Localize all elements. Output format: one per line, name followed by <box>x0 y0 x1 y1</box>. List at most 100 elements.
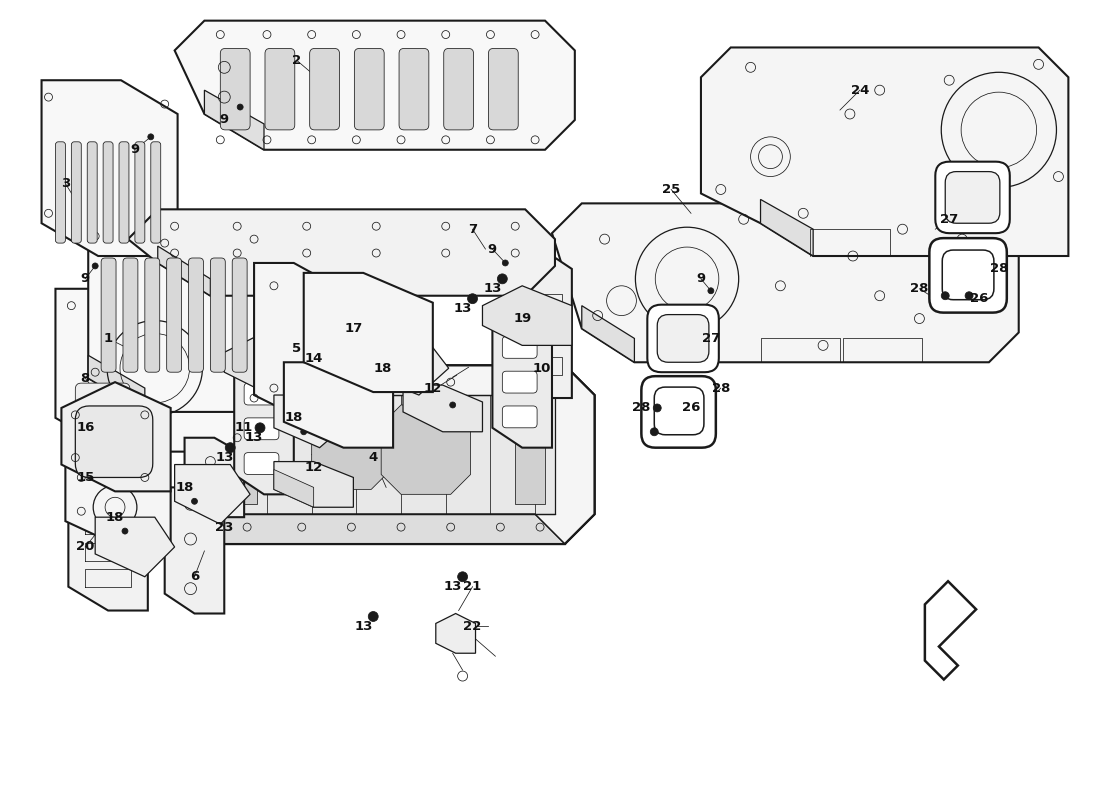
FancyBboxPatch shape <box>123 258 138 372</box>
FancyBboxPatch shape <box>930 238 1007 313</box>
FancyBboxPatch shape <box>75 383 130 428</box>
FancyBboxPatch shape <box>244 453 279 474</box>
Polygon shape <box>582 306 635 362</box>
FancyBboxPatch shape <box>943 250 994 300</box>
Polygon shape <box>128 210 556 296</box>
Polygon shape <box>274 395 350 448</box>
Circle shape <box>368 611 378 622</box>
Text: 22: 22 <box>463 620 482 633</box>
FancyBboxPatch shape <box>647 305 718 372</box>
FancyBboxPatch shape <box>119 142 129 243</box>
Text: 28: 28 <box>632 402 650 414</box>
FancyBboxPatch shape <box>103 142 113 243</box>
Text: 18: 18 <box>285 411 303 424</box>
FancyBboxPatch shape <box>210 258 225 372</box>
Text: 15: 15 <box>76 471 95 484</box>
Text: 2: 2 <box>293 54 301 67</box>
Polygon shape <box>88 219 267 412</box>
FancyBboxPatch shape <box>310 49 340 130</box>
Polygon shape <box>234 346 294 494</box>
Text: 28: 28 <box>990 262 1008 275</box>
Text: 14: 14 <box>305 352 322 365</box>
Polygon shape <box>55 289 254 452</box>
Text: 16: 16 <box>76 422 95 434</box>
Text: 25: 25 <box>662 183 680 196</box>
Polygon shape <box>88 355 145 412</box>
Text: 28: 28 <box>712 382 730 394</box>
Text: 18: 18 <box>374 362 393 374</box>
Polygon shape <box>304 273 432 392</box>
FancyBboxPatch shape <box>654 387 704 434</box>
Text: 9: 9 <box>80 272 90 286</box>
Text: 26: 26 <box>682 402 701 414</box>
FancyBboxPatch shape <box>188 258 204 372</box>
Text: 4: 4 <box>368 451 378 464</box>
Polygon shape <box>493 298 552 448</box>
Polygon shape <box>515 405 544 504</box>
Polygon shape <box>68 491 147 610</box>
Polygon shape <box>925 582 976 679</box>
Polygon shape <box>175 465 250 524</box>
Text: 9: 9 <box>130 143 140 156</box>
Text: 24: 24 <box>850 84 869 97</box>
FancyBboxPatch shape <box>232 258 248 372</box>
Polygon shape <box>760 199 813 256</box>
Circle shape <box>450 402 455 408</box>
FancyBboxPatch shape <box>244 418 279 440</box>
Text: 9: 9 <box>487 242 497 255</box>
Text: 3: 3 <box>60 177 70 190</box>
Text: 13: 13 <box>443 580 462 593</box>
Polygon shape <box>274 470 313 507</box>
Text: 13: 13 <box>245 431 263 444</box>
Polygon shape <box>187 366 595 544</box>
Polygon shape <box>513 249 572 398</box>
FancyBboxPatch shape <box>503 337 537 358</box>
Polygon shape <box>165 487 224 614</box>
FancyBboxPatch shape <box>935 162 1010 233</box>
FancyBboxPatch shape <box>658 314 708 362</box>
Polygon shape <box>701 47 1068 256</box>
Text: 18: 18 <box>175 481 194 494</box>
Circle shape <box>92 263 98 269</box>
Circle shape <box>468 294 477 304</box>
Polygon shape <box>157 246 210 296</box>
FancyBboxPatch shape <box>945 171 1000 223</box>
Circle shape <box>255 423 265 433</box>
Circle shape <box>300 429 307 434</box>
Polygon shape <box>284 362 393 448</box>
Circle shape <box>653 404 661 412</box>
FancyBboxPatch shape <box>72 142 81 243</box>
Text: 13: 13 <box>354 620 373 633</box>
Circle shape <box>942 292 949 300</box>
Circle shape <box>458 572 468 582</box>
Text: 20: 20 <box>76 541 95 554</box>
Circle shape <box>191 498 198 504</box>
FancyBboxPatch shape <box>87 142 97 243</box>
Polygon shape <box>187 514 565 544</box>
Circle shape <box>147 134 154 140</box>
FancyBboxPatch shape <box>443 49 473 130</box>
Circle shape <box>503 260 508 266</box>
Polygon shape <box>370 342 449 395</box>
FancyBboxPatch shape <box>503 406 537 428</box>
Text: 18: 18 <box>106 510 124 524</box>
Text: 23: 23 <box>216 521 233 534</box>
Text: 12: 12 <box>305 461 322 474</box>
Circle shape <box>497 274 507 284</box>
FancyBboxPatch shape <box>265 49 295 130</box>
Text: 6: 6 <box>190 570 199 583</box>
FancyBboxPatch shape <box>503 371 537 393</box>
Text: 12: 12 <box>424 382 442 394</box>
Text: 9: 9 <box>696 272 705 286</box>
Circle shape <box>965 292 974 300</box>
Text: 13: 13 <box>453 302 472 315</box>
FancyBboxPatch shape <box>220 49 250 130</box>
Polygon shape <box>62 382 170 491</box>
Text: 27: 27 <box>702 332 721 345</box>
Text: 9: 9 <box>220 114 229 126</box>
FancyBboxPatch shape <box>488 49 518 130</box>
FancyBboxPatch shape <box>135 142 145 243</box>
FancyBboxPatch shape <box>101 258 116 372</box>
Text: 8: 8 <box>80 372 90 385</box>
Polygon shape <box>382 405 471 494</box>
